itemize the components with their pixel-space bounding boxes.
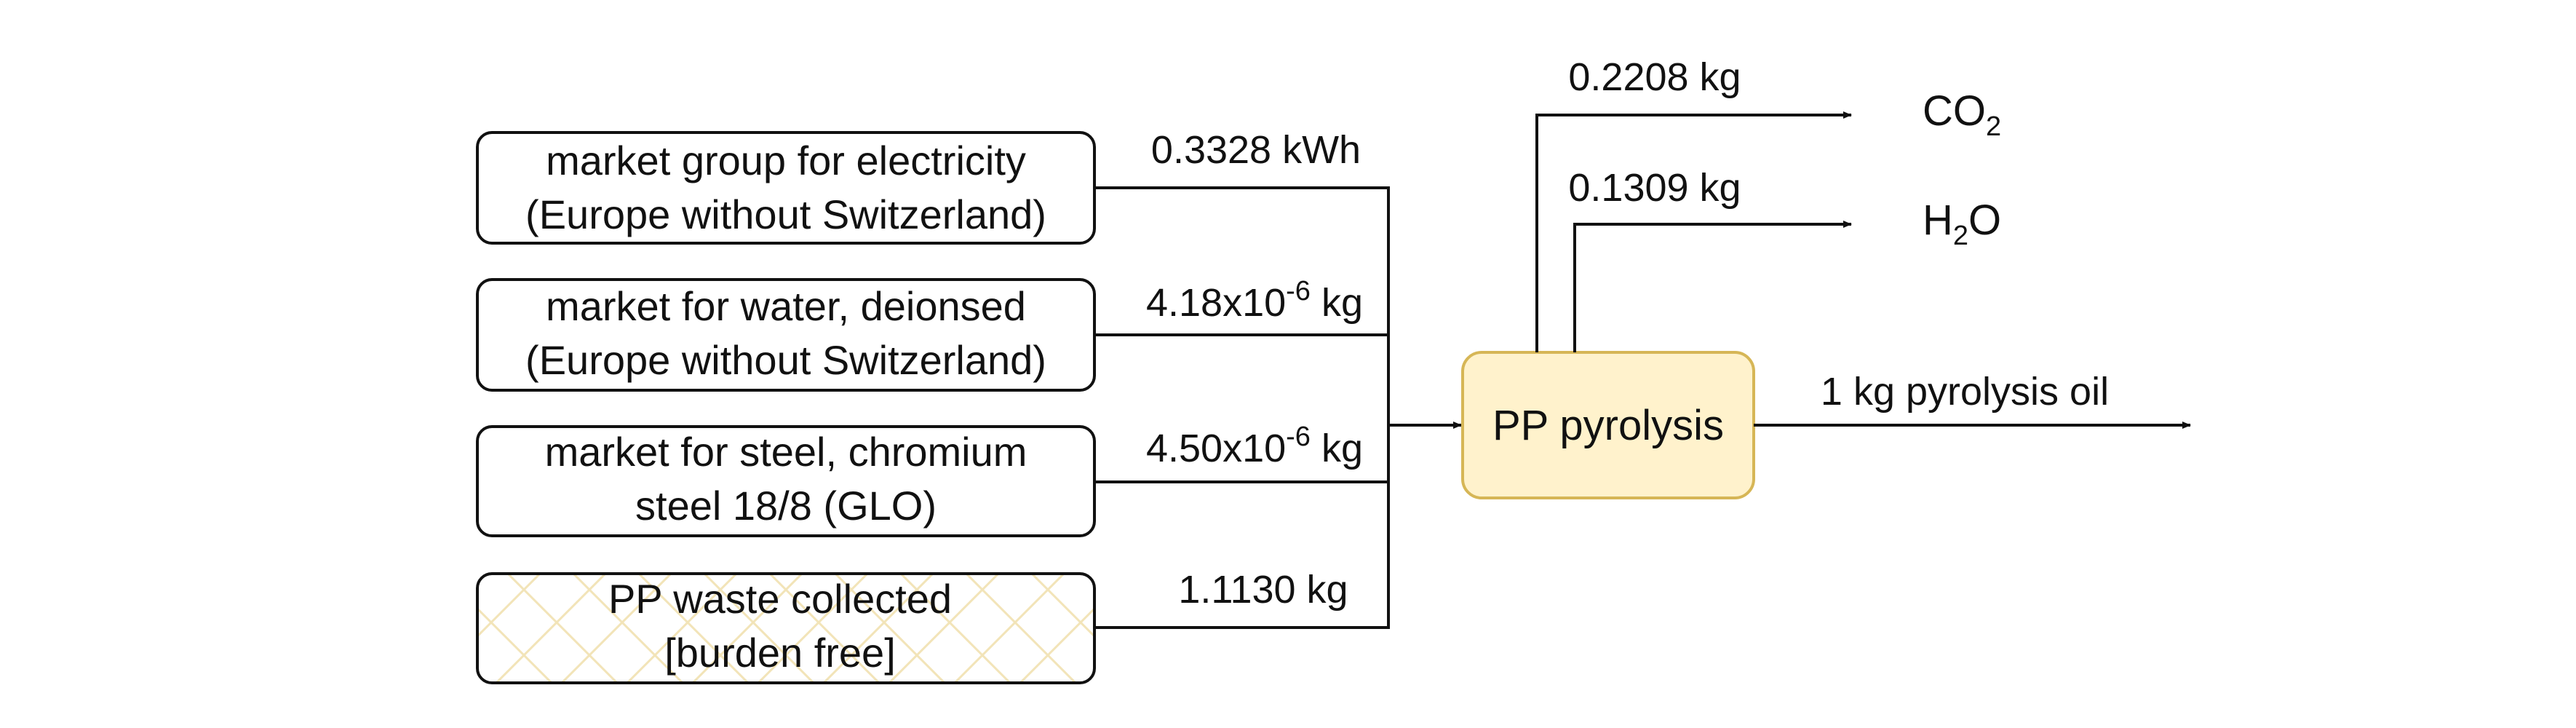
h2o-tail: O [1968, 197, 2001, 244]
input-electricity-line2: (Europe without Switzerland) [525, 191, 1046, 237]
h2o-amount: 0.1309 kg [1568, 166, 1741, 210]
input-steel-line2: steel 18/8 (GLO) [635, 483, 937, 529]
emission-h2o: 0.1309 kg H2O [1568, 166, 2001, 352]
process-label: PP pyrolysis [1492, 402, 1724, 449]
co2-label: CO2 [1923, 87, 2001, 142]
steel-amount-exponent: -6 [1286, 422, 1311, 452]
process-pp-pyrolysis: PP pyrolysis [1461, 351, 1755, 499]
input-electricity: market group for electricity (Europe wit… [476, 128, 1388, 245]
emission-co2: 0.2208 kg CO2 [1535, 55, 2001, 352]
h2o-base: H [1923, 197, 1953, 244]
product-output: 1 kg pyrolysis oil [1754, 370, 2191, 429]
co2-base: CO [1923, 87, 1986, 135]
product-label: 1 kg pyrolysis oil [1821, 370, 2109, 414]
h2o-subscript: 2 [1953, 221, 1968, 251]
steel-amount: 4.50x10-6 kg [1146, 422, 1363, 470]
h2o-label: H2O [1923, 197, 2001, 251]
input-pp-waste-line1: PP waste collected [608, 576, 952, 622]
input-pp-waste-line2: [burden free] [664, 630, 896, 676]
co2-subscript: 2 [1986, 111, 2001, 142]
input-water-line2: (Europe without Switzerland) [525, 337, 1046, 383]
co2-amount: 0.2208 kg [1568, 55, 1741, 99]
h2o-flow-line [1573, 221, 1852, 352]
input-water: market for water, deionsed (Europe witho… [476, 276, 1388, 392]
input-electricity-line1: market group for electricity [546, 138, 1026, 183]
co2-flow-line [1535, 111, 1852, 352]
input-steel: market for steel, chromium steel 18/8 (G… [476, 422, 1388, 537]
water-amount: 4.18x10-6 kg [1146, 276, 1363, 325]
input-water-line1: market for water, deionsed [546, 283, 1026, 329]
input-steel-line1: market for steel, chromium [545, 429, 1027, 475]
water-amount-mantissa: 4.18x10 [1146, 281, 1286, 325]
electricity-amount: 0.3328 kWh [1151, 128, 1361, 172]
input-pp-waste: PP waste collected [burden free] 1.1130 … [476, 568, 1388, 684]
steel-amount-unit: kg [1311, 427, 1363, 470]
steel-amount-mantissa: 4.50x10 [1146, 427, 1286, 470]
water-amount-unit: kg [1311, 281, 1363, 325]
pp-waste-amount: 1.1130 kg [1178, 568, 1348, 612]
water-amount-exponent: -6 [1286, 276, 1311, 306]
